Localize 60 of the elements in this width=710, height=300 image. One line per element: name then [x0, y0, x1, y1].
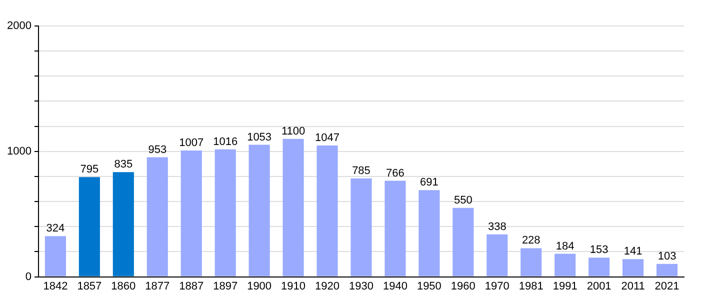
- data-label: 953: [148, 144, 167, 156]
- data-label: 835: [114, 158, 133, 171]
- data-label: 228: [522, 234, 540, 247]
- x-tick-label: 1950: [416, 280, 442, 292]
- data-label: 550: [454, 194, 472, 206]
- y-tick-label: 1000: [6, 145, 32, 158]
- bar: [112, 172, 134, 276]
- bar: [44, 236, 66, 276]
- bar: [146, 157, 168, 276]
- x-tick-label: 1910: [281, 280, 306, 292]
- bar: [282, 138, 304, 276]
- data-label: 324: [46, 222, 65, 235]
- x-tick-label: 1857: [77, 280, 102, 292]
- data-label: 785: [352, 164, 370, 177]
- data-label: 1053: [247, 131, 272, 144]
- bar: [486, 234, 508, 276]
- data-label: 1100: [281, 125, 306, 138]
- x-tick-label: 1877: [145, 280, 170, 292]
- data-label: 1047: [315, 132, 340, 144]
- bar: [316, 146, 338, 276]
- bar: [452, 208, 474, 276]
- data-label: 141: [624, 246, 642, 258]
- x-tick-label: 2001: [586, 280, 612, 292]
- bar: [78, 177, 100, 276]
- data-label: 103: [658, 250, 676, 262]
- bar: [248, 144, 270, 276]
- bar: [520, 248, 542, 276]
- x-tick-label: 1970: [484, 280, 510, 292]
- data-label: 184: [556, 240, 574, 252]
- x-tick-label: 2011: [621, 280, 645, 292]
- data-label: 766: [386, 167, 404, 180]
- bar: [622, 259, 644, 276]
- bar: [418, 190, 440, 276]
- data-label: 338: [488, 220, 506, 233]
- data-label: 153: [590, 244, 608, 256]
- data-label: 795: [80, 164, 99, 176]
- x-tick-label: 1960: [450, 280, 476, 292]
- bar: [384, 180, 406, 276]
- bar: [214, 149, 236, 276]
- bar: [350, 178, 372, 276]
- x-tick-label: 1887: [179, 280, 204, 292]
- x-tick-label: 1842: [43, 280, 68, 292]
- data-label: 1007: [179, 137, 204, 150]
- x-tick-label: 1920: [315, 280, 340, 292]
- x-tick-label: 1930: [348, 280, 374, 292]
- y-tick-label: 2000: [6, 20, 32, 32]
- x-tick-label: 1940: [382, 280, 408, 292]
- y-tick-label: 0: [25, 270, 32, 283]
- x-tick-label: 1981: [518, 280, 544, 292]
- bar: [554, 254, 576, 276]
- bar: [180, 150, 202, 276]
- bar: [656, 264, 678, 276]
- data-label: 1016: [213, 136, 238, 148]
- bar: [588, 258, 610, 276]
- data-label: 691: [420, 176, 438, 189]
- x-tick-label: 1897: [213, 280, 238, 292]
- x-tick-label: 1860: [111, 280, 136, 292]
- x-tick-label: 1991: [552, 280, 578, 292]
- x-tick-label: 1900: [247, 280, 272, 292]
- x-tick-label: 2021: [654, 280, 680, 292]
